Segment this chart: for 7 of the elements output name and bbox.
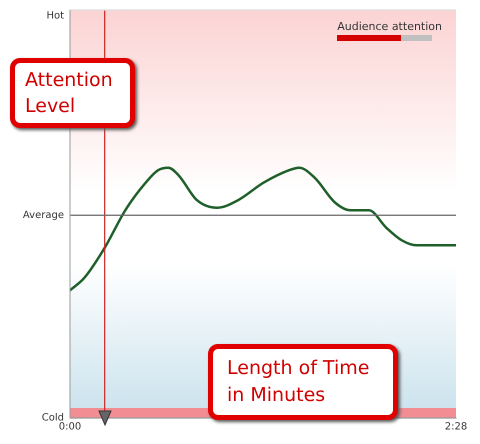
ref-line-label: Average	[22, 210, 64, 221]
annotation: Length of Time in Minutes	[208, 344, 398, 420]
x-tick-label: 0:00	[58, 422, 82, 433]
x-tick-label: 2:28	[444, 422, 468, 433]
ref-line-label: Hot	[46, 10, 64, 22]
text: Attention Level	[10, 58, 135, 128]
legend-title: Audience attention	[337, 20, 442, 33]
